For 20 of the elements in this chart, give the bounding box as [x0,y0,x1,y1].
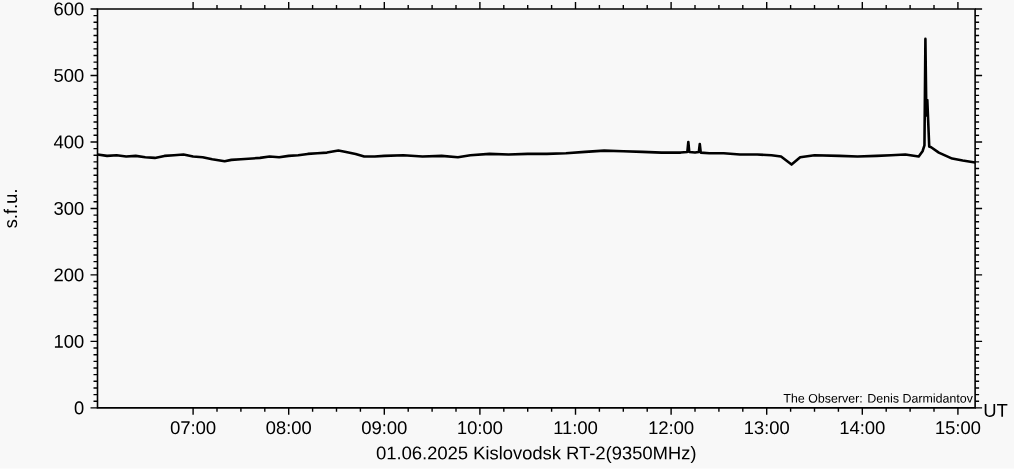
x-tick-label: 10:00 [458,421,503,435]
x-tick-label: 08:00 [266,421,311,435]
y-tick-label: 0 [74,401,84,415]
text: 01.06.2025 Kislovodsk RT-2(9350MHz) [376,446,696,464]
y-tick-label: 200 [54,268,84,282]
x-tick-label: 11:00 [554,421,598,435]
y-axis-title: s.f.u. [3,190,18,228]
x-tick-label: 09:00 [362,421,407,435]
x-tick-label: 15:00 [936,421,981,435]
y-tick-label: 400 [53,135,84,149]
x-tick-label: 13:00 [745,421,789,435]
x-tick-label: 07:00 [170,421,216,435]
annotation: The Observer: Denis Darmidantov [783,393,973,403]
y-tick-label: 100 [54,335,84,349]
y-tick-label: 300 [54,202,84,216]
y-tick-label: 600 [54,2,84,16]
x-tick-label: 12:00 [649,421,694,435]
x-axis-title: UT [984,404,1008,418]
y-tick-label: 500 [54,69,84,83]
x-tick-label: 14:00 [840,421,885,435]
